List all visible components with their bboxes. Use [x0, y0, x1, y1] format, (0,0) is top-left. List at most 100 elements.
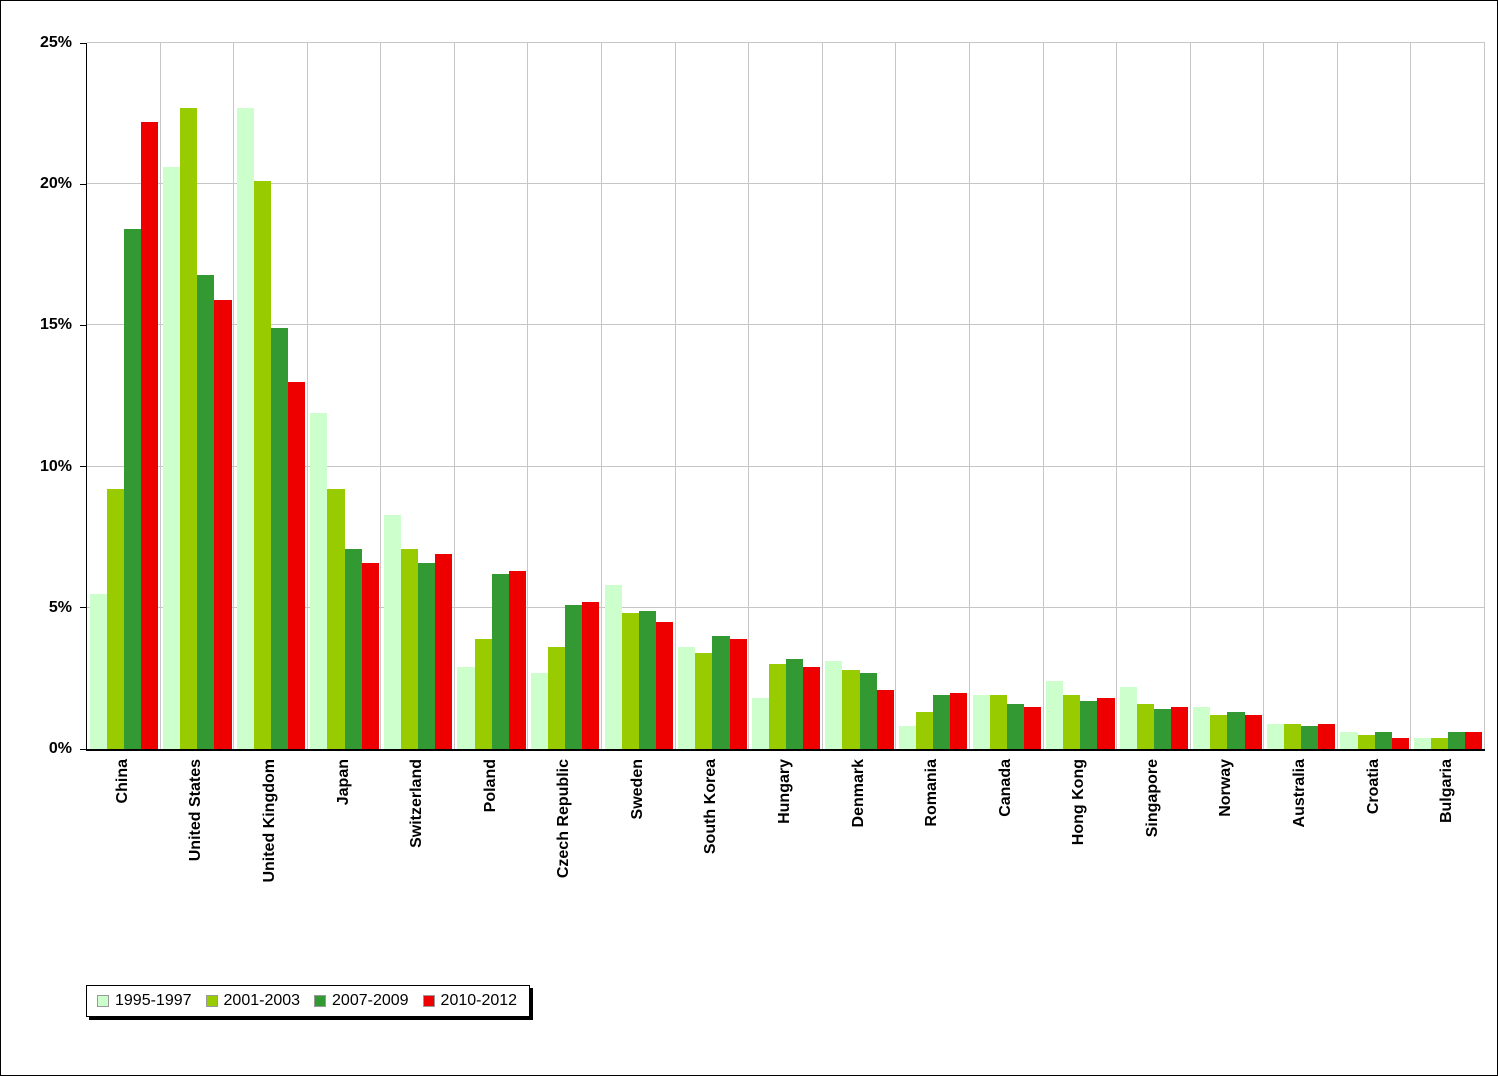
bar — [604, 585, 622, 749]
x-axis-label: Hong Kong — [1070, 759, 1088, 846]
bar — [180, 107, 198, 749]
bar — [270, 328, 289, 749]
bar — [1391, 737, 1409, 749]
bar-group — [1044, 43, 1118, 749]
bar-row — [531, 43, 600, 749]
gridline-vertical — [1263, 43, 1265, 749]
y-axis-label: 10% — [39, 457, 72, 475]
x-axis-label: Switzerland — [408, 759, 426, 848]
x-axis-cell: Romania — [895, 759, 969, 984]
bar-row — [678, 43, 747, 749]
bar — [1283, 723, 1302, 749]
bar-group — [455, 43, 529, 749]
bar — [1301, 726, 1319, 749]
legend-swatch — [314, 995, 327, 1007]
gridline-vertical — [453, 43, 455, 749]
bar — [163, 167, 181, 749]
bar — [1318, 723, 1336, 749]
bar — [1227, 712, 1245, 749]
bar — [695, 652, 713, 749]
x-axis-cell: China — [86, 759, 160, 984]
bar — [786, 658, 804, 749]
gridline-horizontal — [87, 324, 1485, 326]
legend-label: 2010-2012 — [440, 992, 518, 1009]
bar-row — [1413, 43, 1483, 749]
y-tick-mark — [80, 42, 86, 44]
bar-group — [308, 43, 382, 749]
x-axis-label: Croatia — [1364, 759, 1382, 815]
bar — [1046, 681, 1064, 749]
bar — [214, 299, 232, 749]
bar-group — [234, 43, 308, 749]
legend-swatch — [97, 995, 109, 1007]
y-axis-label: 15% — [39, 316, 72, 334]
gridline-vertical — [674, 43, 676, 749]
gridline-vertical — [306, 43, 308, 749]
bar-group — [602, 43, 676, 749]
bar — [327, 489, 345, 749]
gridline-vertical — [380, 43, 382, 749]
x-axis-cell: Japan — [307, 759, 381, 984]
y-axis-label: 0% — [48, 740, 72, 757]
bar — [898, 726, 917, 749]
bar — [582, 602, 600, 749]
bar — [1266, 723, 1284, 749]
x-axis-label: Japan — [334, 759, 352, 806]
bar — [876, 689, 894, 749]
bar-group — [896, 43, 970, 749]
bar — [825, 661, 843, 749]
bar — [123, 229, 141, 749]
bar — [1448, 732, 1466, 749]
bar — [1006, 703, 1024, 749]
bar-group — [676, 43, 750, 749]
y-tick-mark — [80, 183, 86, 185]
bar-group — [1411, 43, 1485, 749]
gridline-horizontal — [87, 606, 1485, 608]
bar — [1063, 695, 1081, 749]
x-axis: China United States United Kingdom Japan Swi… — [86, 759, 1484, 984]
bar-group — [161, 43, 235, 749]
x-axis-label: Singapore — [1143, 759, 1161, 838]
x-axis-cell: Australia — [1263, 759, 1337, 984]
gridline-vertical — [1336, 43, 1338, 749]
bar — [236, 107, 254, 749]
bar-row — [236, 43, 306, 749]
x-axis-label: China — [113, 759, 131, 804]
gridline-vertical — [895, 43, 897, 749]
gridline-vertical — [821, 43, 823, 749]
x-axis-cell: Czech Republic — [527, 759, 601, 984]
bar — [457, 667, 475, 749]
bar — [1465, 732, 1483, 749]
bar — [621, 613, 639, 749]
bar-group — [1264, 43, 1338, 749]
bar-row — [898, 43, 968, 749]
bar-group — [1338, 43, 1412, 749]
bar — [508, 571, 526, 749]
legend-item: 2001-2003 — [205, 992, 300, 1010]
legend-swatch — [205, 995, 218, 1007]
bar — [950, 692, 968, 749]
bar — [729, 638, 747, 749]
bar — [418, 562, 436, 749]
y-tick-mark — [80, 324, 86, 326]
gridline-vertical — [527, 43, 529, 749]
bar-row — [383, 43, 453, 749]
x-axis-cell: South Korea — [675, 759, 749, 984]
bar-group — [970, 43, 1044, 749]
x-axis-cell: Hong Kong — [1043, 759, 1117, 984]
legend-swatch — [422, 995, 435, 1007]
x-axis-label: United Kingdom — [260, 759, 278, 883]
gridline-vertical — [1410, 43, 1412, 749]
bar-group — [381, 43, 455, 749]
bar — [1153, 709, 1171, 749]
bar — [972, 695, 990, 749]
bar — [768, 664, 786, 749]
bar-row — [163, 43, 232, 749]
x-axis-label: Poland — [481, 759, 499, 813]
bar — [916, 712, 934, 749]
bar — [140, 122, 159, 749]
bar-row — [604, 43, 674, 749]
bar-row — [751, 43, 821, 749]
bar — [1097, 698, 1115, 749]
